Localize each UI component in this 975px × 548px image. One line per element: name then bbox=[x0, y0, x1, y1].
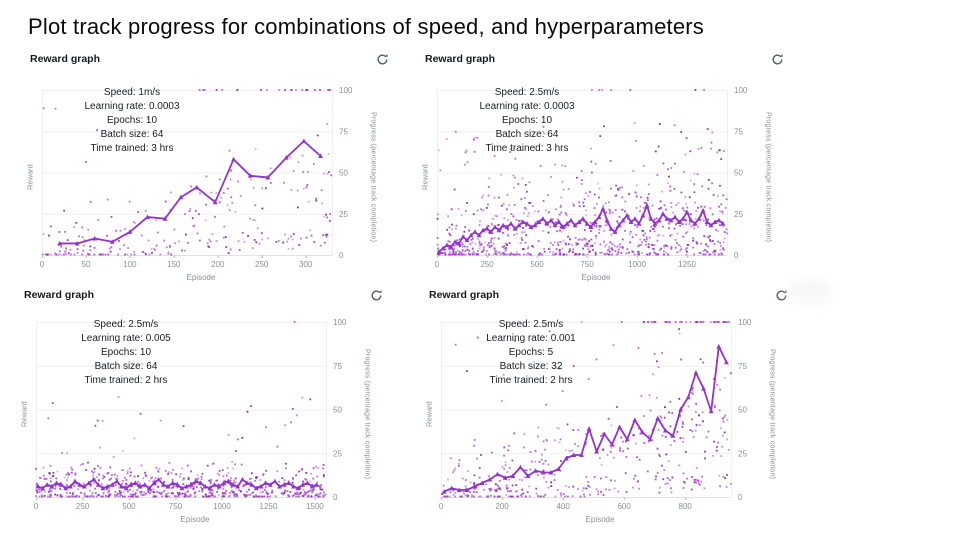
progress-axis-title: Progress (percentage track completion) bbox=[768, 349, 776, 480]
chart-area: Reward Progress (percentage track comple… bbox=[24, 84, 396, 271]
screenshot-smudge-artifact bbox=[788, 281, 832, 308]
reward-axis-title: Reward bbox=[19, 401, 29, 428]
progress-axis-title: Progress (percentage track completion) bbox=[369, 112, 377, 243]
reward-graph-panel-2: Reward graph Reward Progress (percentage… bbox=[419, 50, 791, 286]
episode-axis-title: Episode bbox=[585, 515, 615, 524]
chart-area: Reward Progress (percentage track comple… bbox=[419, 84, 791, 271]
reward-chart-canvas bbox=[431, 84, 761, 271]
episode-axis-title: Episode bbox=[180, 515, 210, 524]
reward-axis-title: Reward bbox=[25, 164, 35, 191]
reward-graph-panel-3: Reward graph Reward Progress (percentage… bbox=[18, 286, 390, 534]
refresh-icon bbox=[776, 289, 787, 300]
episode-axis-title: Episode bbox=[581, 273, 611, 282]
refresh-button[interactable] bbox=[374, 51, 390, 67]
episode-axis-title: Episode bbox=[186, 273, 216, 282]
reward-chart-canvas bbox=[30, 316, 360, 513]
reward-chart-canvas bbox=[435, 316, 765, 513]
reward-chart-canvas bbox=[36, 84, 366, 271]
reward-graph-panel-4: Reward graph Reward Progress (percentage… bbox=[423, 286, 795, 534]
panel-header: Reward graph bbox=[24, 50, 396, 68]
page-title: Plot track progress for combinations of … bbox=[28, 14, 704, 39]
refresh-button[interactable] bbox=[368, 287, 384, 303]
panel-header: Reward graph bbox=[423, 286, 795, 304]
panel-header: Reward graph bbox=[419, 50, 791, 68]
panel-title: Reward graph bbox=[429, 289, 500, 301]
chart-area: Reward Progress (percentage track comple… bbox=[423, 316, 795, 513]
refresh-icon bbox=[377, 53, 388, 64]
progress-axis-title: Progress (percentage track completion) bbox=[764, 112, 772, 243]
reward-axis-title: Reward bbox=[420, 164, 430, 191]
refresh-button[interactable] bbox=[773, 287, 789, 303]
panel-header: Reward graph bbox=[18, 286, 390, 304]
refresh-button[interactable] bbox=[769, 51, 785, 67]
reward-axis-title: Reward bbox=[424, 401, 434, 428]
progress-axis-title: Progress (percentage track completion) bbox=[363, 349, 371, 480]
refresh-icon bbox=[772, 53, 783, 64]
chart-area: Reward Progress (percentage track comple… bbox=[18, 316, 390, 513]
panel-title: Reward graph bbox=[30, 53, 101, 65]
refresh-icon bbox=[371, 289, 382, 300]
panel-title: Reward graph bbox=[425, 53, 496, 65]
reward-graph-panel-1: Reward graph Reward Progress (percentage… bbox=[24, 50, 396, 286]
panel-title: Reward graph bbox=[24, 289, 95, 301]
